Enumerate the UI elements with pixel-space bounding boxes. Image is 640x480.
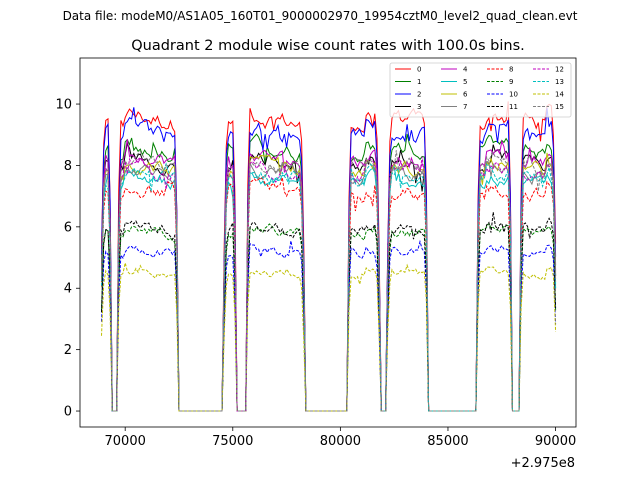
x-offset-label: +2.975e8 <box>511 456 575 471</box>
data-file-caption: Data file: modeM0/AS1A05_160T01_90000029… <box>63 9 578 23</box>
plot-frame <box>79 57 577 428</box>
series-line-5 <box>101 164 557 412</box>
legend-label-1: 1 <box>417 78 421 86</box>
series-line-6 <box>101 152 557 412</box>
y-axis: 0 2 4 6 8 10 <box>55 98 80 420</box>
legend-label-3: 3 <box>417 103 421 111</box>
legend-label-9: 9 <box>509 78 513 86</box>
x-tick-label: 90000 <box>535 434 576 449</box>
legend-label-14: 14 <box>555 91 564 99</box>
legend-label-11: 11 <box>509 103 518 111</box>
y-tick-label: 2 <box>64 343 72 358</box>
series-line-8 <box>101 177 557 412</box>
x-axis: 70000 75000 80000 85000 90000 <box>105 427 576 449</box>
series-line-9 <box>101 222 557 412</box>
legend-label-12: 12 <box>555 66 564 74</box>
legend-label-4: 4 <box>463 66 468 74</box>
legend-label-10: 10 <box>509 91 518 99</box>
chart-title: Quadrant 2 module wise count rates with … <box>131 38 525 54</box>
x-tick-label: 70000 <box>105 434 146 449</box>
y-tick-label: 10 <box>55 98 72 113</box>
series-line-0 <box>101 101 557 412</box>
x-tick-label: 75000 <box>212 434 253 449</box>
y-tick-label: 0 <box>64 405 72 420</box>
series-line-2 <box>101 107 557 412</box>
x-tick-label: 80000 <box>320 434 361 449</box>
legend-label-5: 5 <box>463 78 467 86</box>
legend-label-6: 6 <box>463 91 468 99</box>
y-tick-label: 4 <box>64 282 72 297</box>
series-line-7 <box>101 160 557 412</box>
series-line-10 <box>101 239 557 412</box>
legend-label-13: 13 <box>555 78 564 86</box>
series-line-15 <box>101 150 557 412</box>
legend-label-2: 2 <box>417 91 421 99</box>
legend-label-8: 8 <box>509 66 513 74</box>
x-tick-label: 85000 <box>427 434 468 449</box>
legend-label-7: 7 <box>463 103 467 111</box>
y-tick-label: 6 <box>64 220 72 235</box>
legend-label-15: 15 <box>555 103 564 111</box>
legend-label-0: 0 <box>417 66 421 74</box>
series-line-13 <box>101 162 557 412</box>
series-line-14 <box>101 262 557 412</box>
y-tick-label: 8 <box>64 159 72 174</box>
series-lines <box>101 101 557 412</box>
legend-box <box>389 62 572 118</box>
series-line-3 <box>101 142 557 412</box>
series-line-11 <box>101 212 557 412</box>
series-line-12 <box>101 156 557 412</box>
